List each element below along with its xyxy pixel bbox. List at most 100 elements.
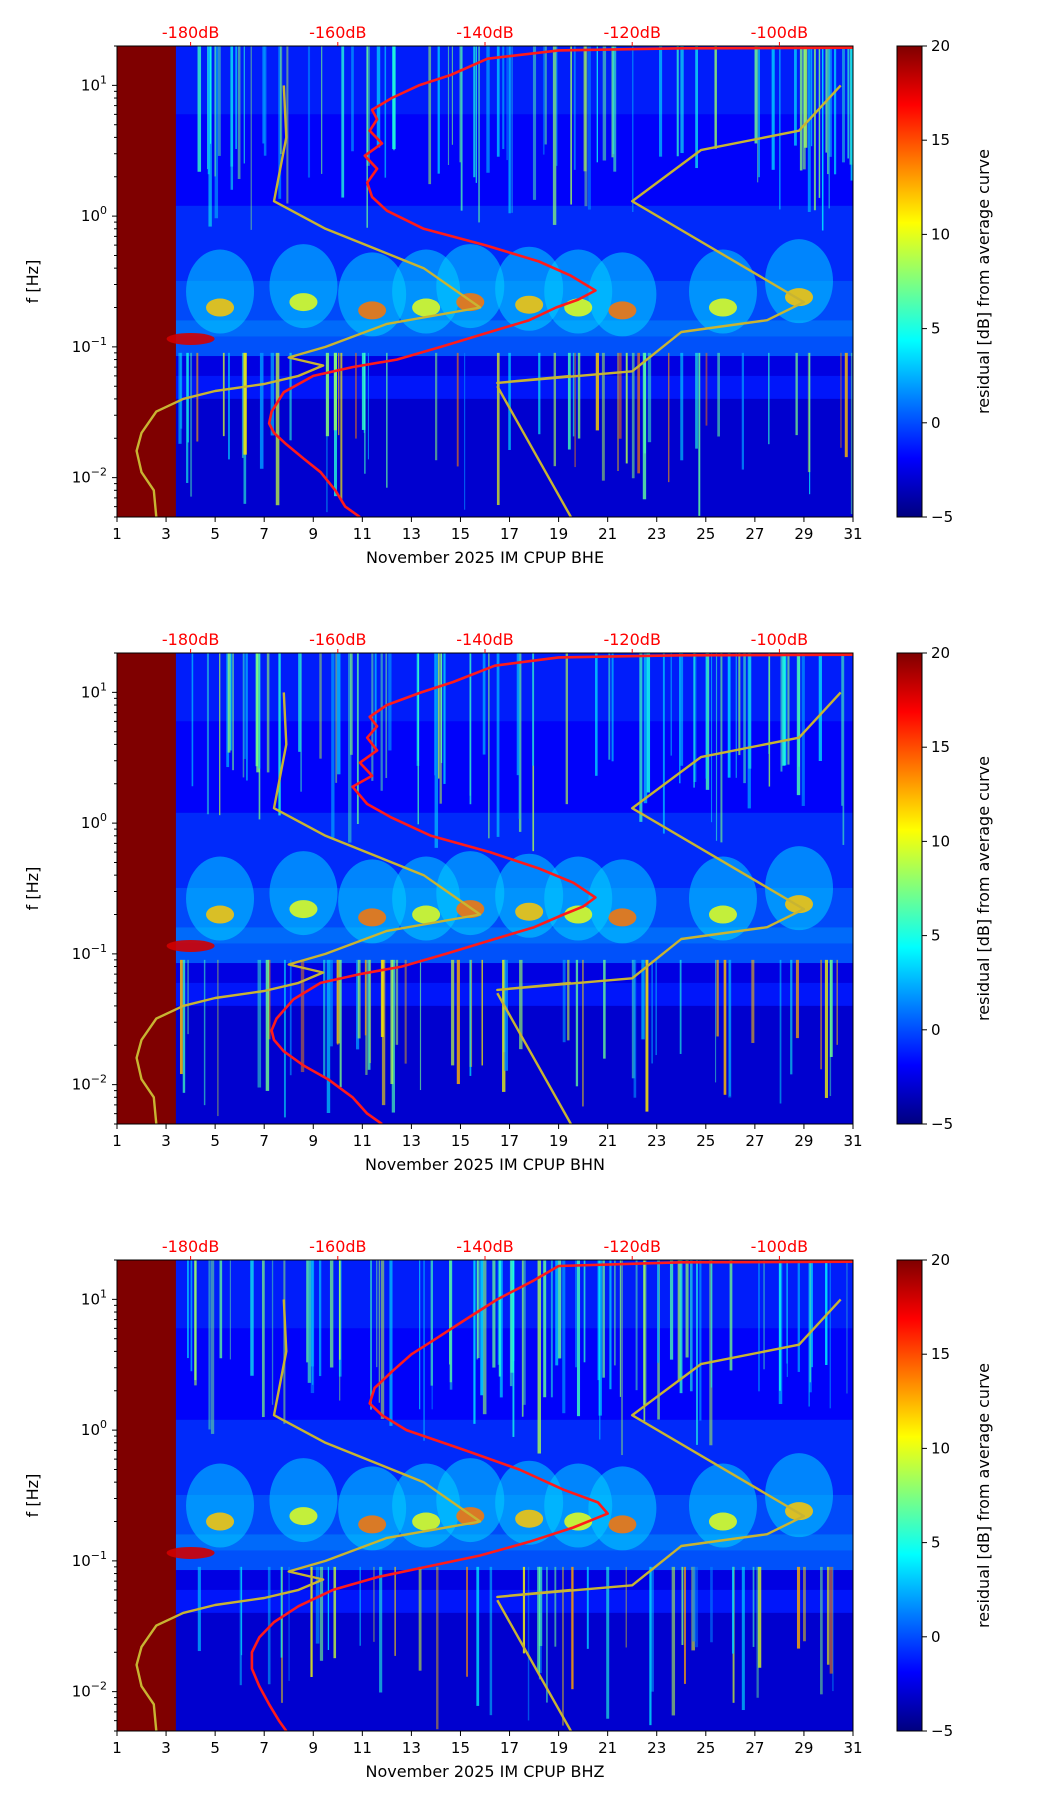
y-tick-label: 101: [81, 73, 107, 94]
heatmap-streak: [417, 653, 419, 825]
heatmap-streak: [602, 1260, 605, 1378]
heatmap-streak: [583, 1260, 586, 1363]
heatmap-streak: [671, 1566, 676, 1716]
heatmap-streak: [496, 653, 500, 837]
heatmap-streak: [756, 1566, 759, 1698]
heatmap-streak: [319, 653, 322, 759]
heatmap-streak: [696, 1260, 698, 1445]
colorbar-gradient: [896, 652, 923, 1125]
heatmap-streak: [265, 959, 270, 1091]
heatmap-streak: [735, 653, 737, 778]
x-tick-label: 17: [500, 1132, 519, 1150]
heatmap-blob-0: [269, 1458, 338, 1543]
y-tick-base: 10: [81, 814, 100, 832]
heatmap-streak: [179, 959, 183, 1075]
heatmap-streak: [586, 1566, 589, 1649]
heatmap-streak: [685, 1260, 689, 1358]
heatmap-streak: [228, 352, 230, 460]
heatmap-streak: [259, 352, 264, 469]
heatmap-blob-core-5: [608, 301, 637, 320]
x-tick-label: 31: [843, 1739, 862, 1757]
heatmap-streak: [326, 959, 331, 1113]
heatmap-streak: [537, 1566, 540, 1673]
heatmap-streak: [389, 1260, 393, 1426]
heatmap-streak: [512, 1260, 515, 1437]
y-tick-exponent: −2: [91, 1073, 107, 1086]
x-tick-label: 23: [647, 1739, 666, 1757]
heatmap-blob-core-2: [358, 1515, 387, 1534]
heatmap-streak: [595, 653, 598, 776]
heatmap-blob-9: [544, 1463, 613, 1548]
heatmap-streak: [449, 1260, 453, 1390]
heatmap-streak: [229, 1260, 231, 1360]
heatmap-streak: [374, 653, 377, 752]
top-db-label: -100dB: [751, 23, 808, 42]
heatmap-streak: [799, 46, 803, 171]
heatmap-streak: [717, 352, 720, 437]
heatmap-streak: [203, 959, 206, 1106]
x-tick-label: 23: [647, 525, 666, 543]
heatmap-blob-7: [765, 846, 834, 931]
heatmap-streak: [502, 46, 505, 150]
heatmap-streak: [337, 653, 341, 775]
heatmap-streak: [572, 352, 575, 437]
heatmap-streak: [650, 1566, 654, 1692]
heatmap-streak: [542, 46, 545, 155]
heatmap-streak: [795, 959, 799, 1039]
heatmap-blob-1: [186, 249, 255, 334]
heatmap-streak: [338, 352, 340, 436]
heatmap-streak: [307, 1260, 312, 1383]
heatmap-streak: [423, 1260, 425, 1441]
x-tick-label: 3: [161, 525, 171, 543]
heatmap-streak: [388, 653, 392, 751]
heatmap-band-1: [175, 114, 853, 206]
heatmap-streak: [428, 46, 432, 185]
y-tick-base: 10: [81, 683, 100, 701]
x-tick-label: 25: [696, 1739, 715, 1757]
heatmap-streak: [596, 46, 598, 163]
x-tick-label: 13: [402, 1132, 421, 1150]
x-tick-label: 5: [210, 1132, 220, 1150]
heatmap-streak: [451, 46, 454, 145]
x-tick-label: 15: [451, 1739, 470, 1757]
heatmap-streak: [699, 1260, 702, 1421]
heatmap-streak: [659, 46, 663, 157]
heatmap-streak: [667, 352, 670, 483]
heatmap-streak: [464, 352, 466, 510]
heatmap-streak: [499, 1260, 503, 1398]
heatmap-streak: [575, 959, 579, 1087]
heatmap-streak: [811, 1260, 813, 1368]
heatmap-streak: [619, 1260, 621, 1397]
heatmap-streak: [695, 46, 698, 169]
heatmap-band-6: [175, 356, 853, 376]
heatmap-blob-8: [436, 244, 505, 329]
heatmap-streak: [338, 1260, 341, 1360]
heatmap-blob-2: [338, 252, 407, 337]
heatmap-streak: [197, 46, 202, 172]
heatmap-streak: [355, 352, 357, 439]
heatmap-streak: [715, 653, 718, 841]
colorbar-label: residual [dB] from average curve: [974, 1363, 993, 1628]
heatmap-streak: [208, 1260, 211, 1430]
heatmap-streak: [841, 653, 843, 806]
x-axis-label: November 2025 IM CPUP BHE: [366, 548, 604, 567]
heatmap-streak: [554, 1566, 557, 1647]
y-tick-label: 10−2: [72, 466, 107, 487]
heatmap-streak: [318, 1260, 322, 1377]
heatmap-streak: [227, 653, 231, 753]
heatmap-streak: [235, 46, 237, 150]
heatmap-streak: [280, 46, 283, 155]
heatmap-streak: [434, 653, 439, 848]
heatmap-streak: [348, 653, 352, 843]
heatmap-streak: [532, 653, 534, 766]
heatmap-streak: [379, 1566, 383, 1693]
heatmap-streak: [258, 653, 261, 820]
heatmap-streak: [310, 1260, 315, 1394]
heatmap-streak: [637, 352, 641, 474]
heatmap-streak: [333, 352, 338, 431]
y-tick-base: 10: [72, 1552, 91, 1570]
heatmap-streak: [611, 46, 614, 158]
heatmap-blob-7: [765, 239, 834, 324]
heatmap-streak: [609, 1260, 612, 1390]
heatmap-streak: [681, 1566, 684, 1645]
